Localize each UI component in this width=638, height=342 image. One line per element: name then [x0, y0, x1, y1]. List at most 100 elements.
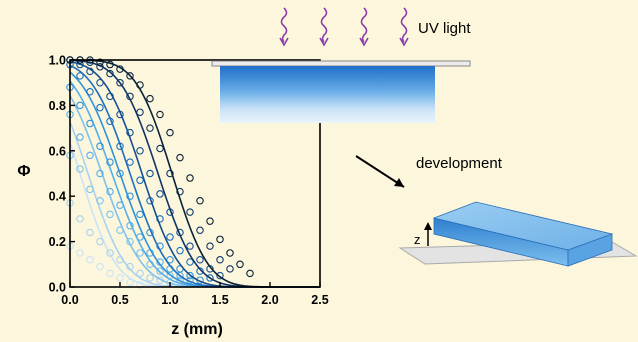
- data-point: [126, 92, 134, 101]
- data-point: [226, 265, 234, 273]
- data-point: [106, 187, 114, 196]
- data-point: [116, 65, 124, 73]
- data-point: [136, 81, 144, 89]
- y-tick-label: 0.0: [49, 281, 66, 295]
- x-tick-label: 2.5: [311, 293, 328, 307]
- uv-arrows: [279, 7, 409, 47]
- data-point: [96, 169, 104, 178]
- resin-layer: [220, 66, 435, 123]
- plot-frame: [69, 59, 321, 288]
- data-point: [76, 215, 84, 223]
- data-point: [146, 124, 154, 132]
- data-point: [166, 169, 174, 178]
- data-point: [106, 210, 114, 219]
- data-point: [196, 226, 204, 235]
- data-point: [216, 235, 224, 244]
- data-point: [166, 128, 174, 137]
- data-point: [116, 78, 124, 87]
- y-tick-label: 0.2: [49, 235, 66, 249]
- data-point: [166, 256, 174, 264]
- x-tick-label: 0.5: [111, 293, 128, 307]
- data-point: [146, 274, 154, 282]
- data-point: [176, 246, 184, 255]
- data-point: [96, 78, 104, 87]
- data-point: [76, 72, 84, 80]
- uv-arrow-icon: [279, 7, 289, 47]
- data-point: [116, 201, 124, 210]
- data-point: [106, 60, 114, 69]
- data-point: [186, 208, 194, 216]
- y-tick-label: 0.4: [49, 190, 66, 204]
- data-point: [216, 256, 224, 264]
- data-point: [86, 228, 94, 237]
- data-point: [116, 226, 124, 235]
- data-point: [126, 237, 134, 246]
- data-point: [86, 185, 94, 194]
- data-point: [136, 108, 144, 116]
- fit-curve: [69, 95, 320, 288]
- data-point: [106, 158, 114, 166]
- data-point: [146, 169, 154, 178]
- series-3: [66, 95, 320, 288]
- data-point: [96, 237, 104, 246]
- data-point: [76, 165, 84, 173]
- data-point: [126, 192, 134, 200]
- uv-arrow-icon: [319, 7, 329, 47]
- data-point: [126, 262, 134, 271]
- data-point: [96, 58, 104, 67]
- data-point: [176, 187, 184, 196]
- development-arrow: [355, 155, 405, 188]
- data-point: [206, 242, 214, 250]
- data-point: [186, 258, 194, 266]
- data-point: [126, 158, 134, 166]
- glass-plate: [211, 60, 471, 67]
- data-point: [136, 249, 144, 257]
- data-point: [156, 267, 164, 275]
- data-point: [136, 210, 144, 219]
- data-point: [116, 142, 124, 151]
- data-point: [136, 147, 144, 155]
- development-label: development: [416, 155, 503, 172]
- data-point: [76, 133, 84, 141]
- data-point: [96, 196, 104, 205]
- data-point: [96, 262, 104, 271]
- data-point: [116, 256, 124, 264]
- data-point: [126, 128, 134, 137]
- data-point: [246, 269, 254, 278]
- development-step: development z: [355, 155, 638, 267]
- data-point: [106, 249, 114, 257]
- data-point: [186, 242, 194, 250]
- data-point: [116, 274, 124, 282]
- y-axis-label: Φ: [17, 163, 30, 180]
- uv-light-label: UV light: [418, 20, 471, 37]
- data-point: [196, 256, 204, 264]
- uv-arrow-icon: [399, 7, 409, 47]
- data-point: [226, 249, 234, 257]
- data-point: [86, 88, 94, 96]
- data-point: [96, 63, 104, 71]
- data-point: [126, 278, 134, 287]
- data-point: [156, 144, 164, 153]
- uv-arrow-icon: [359, 7, 369, 47]
- data-point: [236, 260, 244, 269]
- data-point: [126, 221, 134, 230]
- x-tick-label: 0.0: [61, 293, 78, 307]
- x-tick-label: 1.5: [211, 293, 228, 307]
- data-point: [86, 119, 94, 128]
- chart: 0.0 0.5 1.0 1.5 2.0 2.5 0.0 0.2 0.4 0.6 0.8 1.0 Φ z…: [17, 54, 328, 339]
- ticks-layer: 0.0 0.5 1.0 1.5 2.0 2.5 0.0 0.2 0.4 0.6 0.8 1.0: [49, 54, 329, 308]
- data-point: [166, 233, 174, 241]
- data-point: [156, 110, 164, 119]
- development-arrow-head-icon: [394, 178, 404, 187]
- y-tick-label: 0.6: [49, 144, 66, 158]
- data-point: [186, 271, 194, 280]
- z-axis-label: z: [414, 232, 421, 247]
- series-1: [66, 141, 320, 289]
- data-point: [116, 110, 124, 119]
- data-point: [86, 151, 94, 160]
- data-point: [106, 269, 114, 278]
- data-point: [206, 217, 214, 225]
- y-tick-label: 0.8: [49, 99, 66, 113]
- z-axis-arrow-head-icon: [424, 222, 432, 230]
